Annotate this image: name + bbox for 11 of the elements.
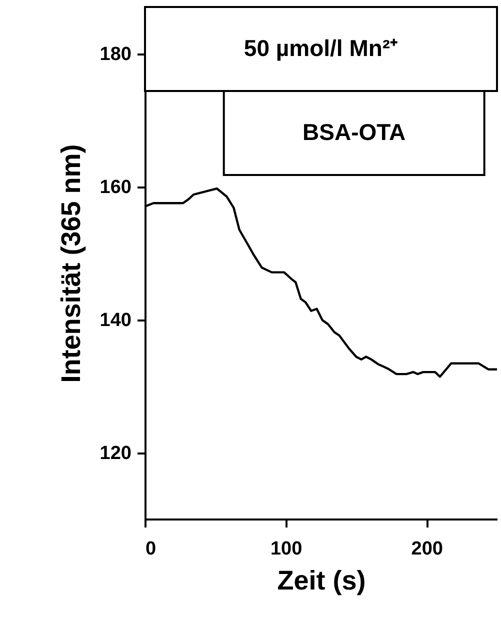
- band-label: BSA-OTA: [302, 119, 406, 145]
- y-tick-label: 180: [100, 44, 132, 66]
- x-tick-label: 100: [270, 538, 302, 560]
- x-axis-title: Zeit (s): [277, 566, 366, 596]
- y-tick-label: 140: [100, 310, 132, 332]
- y-axis-title: Intensität (365 nm): [56, 144, 86, 383]
- y-tick-label: 160: [100, 177, 132, 198]
- x-tick-label: 0: [146, 538, 156, 560]
- annotation: 50 µmol/l Mn²⁺: [244, 35, 398, 61]
- x-tick-label: 200: [411, 538, 443, 560]
- y-tick-label: 120: [100, 443, 132, 464]
